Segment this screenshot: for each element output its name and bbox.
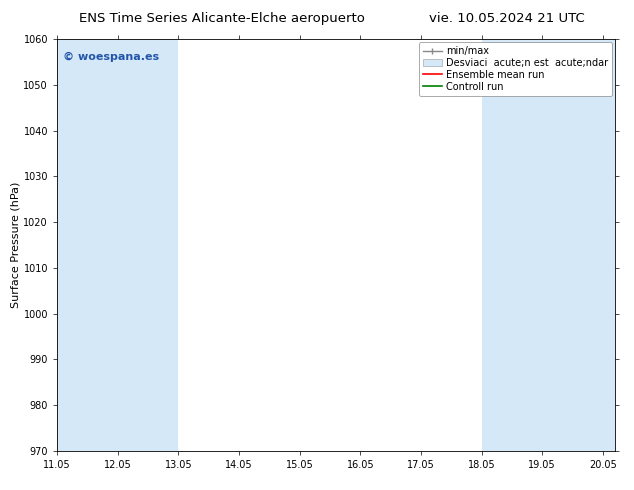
Text: © woespana.es: © woespana.es [63,51,158,62]
Text: vie. 10.05.2024 21 UTC: vie. 10.05.2024 21 UTC [429,12,585,25]
Text: ENS Time Series Alicante-Elche aeropuerto: ENS Time Series Alicante-Elche aeropuert… [79,12,365,25]
Legend: min/max, Desviaci  acute;n est  acute;ndar, Ensemble mean run, Controll run: min/max, Desviaci acute;n est acute;ndar… [419,42,612,96]
Y-axis label: Surface Pressure (hPa): Surface Pressure (hPa) [11,182,21,308]
Bar [57,39,178,451]
Bar [482,39,615,451]
